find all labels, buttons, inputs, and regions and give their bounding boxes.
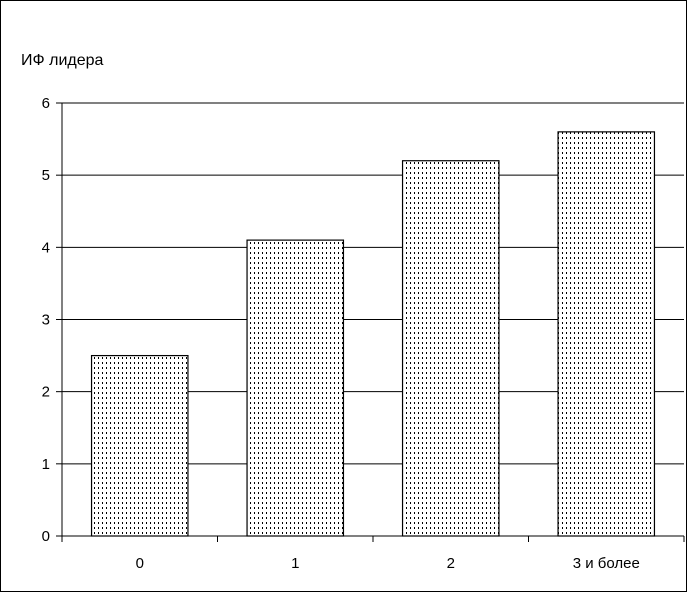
y-tick-label: 3: [42, 312, 50, 329]
bar-2: [401, 160, 500, 537]
y-tick-label: 1: [42, 456, 50, 473]
y-tick-label: 6: [42, 95, 50, 112]
bar-3: [557, 131, 656, 537]
bars: [90, 131, 656, 537]
x-tick-label: 2: [447, 555, 455, 572]
y-tick-label: 2: [42, 384, 50, 401]
y-axis-title: ИФ лидера: [21, 52, 104, 69]
x-tick-label: 0: [136, 555, 144, 572]
axes: [56, 102, 685, 542]
tick-labels: 0 1 2 3 4 5 6 0 1 2 3 и более: [42, 95, 640, 572]
x-tick-label: 3 и более: [573, 555, 640, 572]
y-tick-label: 4: [42, 239, 50, 256]
x-tick-label: 1: [291, 555, 299, 572]
y-tick-label: 0: [42, 528, 50, 545]
bar-0: [90, 354, 189, 537]
y-tick-label: 5: [42, 167, 50, 184]
bar-1: [246, 239, 345, 537]
